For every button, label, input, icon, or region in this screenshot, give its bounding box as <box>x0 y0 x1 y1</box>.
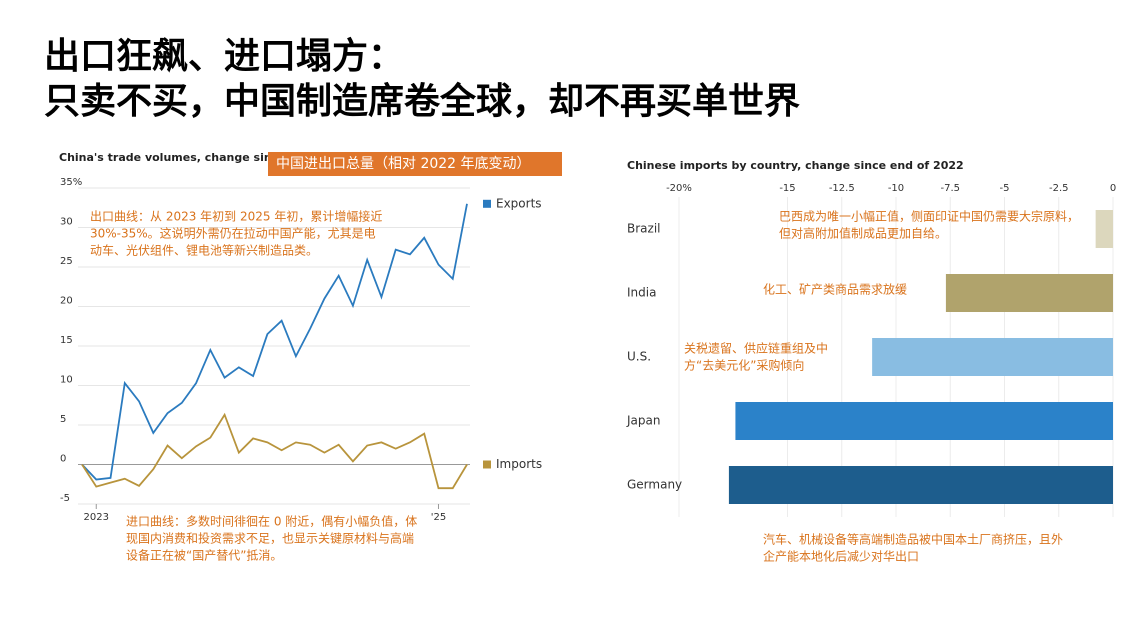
y-tick-label: 15 <box>60 335 73 346</box>
annotation: 方“去美元化”采购倾向 <box>684 358 804 373</box>
y-tick-label: 20 <box>60 296 73 307</box>
annotation: 动车、光伏组件、锂电池等新兴制造品类。 <box>90 243 318 258</box>
series-line <box>81 203 468 481</box>
series-line <box>81 412 468 490</box>
bar <box>735 402 1113 440</box>
annotation: 现国内消费和投资需求不足，也显示关键原材料与高端 <box>126 531 414 546</box>
annotation: 汽车、机械设备等高端制造品被中国本土厂商挤压，且外 <box>763 532 1063 547</box>
annotation: 出口曲线：从 2023 年初到 2025 年初，累计增幅接近 <box>90 209 382 224</box>
category-label: Germany <box>627 478 682 492</box>
headline: 出口狂飙、进口塌方： <box>44 36 404 77</box>
y-tick-label: -5 <box>60 493 70 504</box>
x-tick-label: 2023 <box>84 512 109 523</box>
bar <box>872 338 1113 376</box>
chart-title: China's trade volumes, change since end <box>59 151 313 164</box>
category-label: Japan <box>626 414 660 428</box>
annotation: 巴西成为唯一小幅正值，侧面印证中国仍需要大宗原料， <box>779 209 1079 224</box>
y-tick-label: 30 <box>60 217 73 228</box>
category-label: Brazil <box>627 222 661 236</box>
banner-bg <box>268 152 562 176</box>
x-tick-label: -7.5 <box>940 183 960 194</box>
legend-label: Exports <box>496 196 542 210</box>
x-tick-label: -5 <box>1000 183 1010 194</box>
bar <box>728 466 1113 504</box>
legend-swatch <box>483 460 491 469</box>
x-tick-label: -2.5 <box>1049 183 1069 194</box>
annotation: 化工、矿产类商品需求放缓 <box>763 282 907 297</box>
y-tick-label: 35% <box>60 177 82 188</box>
category-label: U.S. <box>627 350 651 364</box>
y-tick-label: 0 <box>60 454 66 465</box>
x-tick-label: -12.5 <box>829 183 855 194</box>
chart-title: Chinese imports by country, change since… <box>627 159 964 172</box>
legend-label: Imports <box>496 457 542 471</box>
bar <box>945 274 1113 312</box>
x-tick-label: -20% <box>666 183 692 194</box>
annotation: 关税遗留、供应链重组及中 <box>684 341 828 356</box>
x-tick-label: -15 <box>779 183 795 194</box>
annotation: 30%-35%。这说明外需仍在拉动中国产能，尤其是电 <box>90 226 376 241</box>
x-tick-label: -10 <box>888 183 904 194</box>
y-tick-label: 5 <box>60 414 66 425</box>
annotation: 设备正在被“国产替代”抵消。 <box>126 549 282 563</box>
x-tick-label: '25 <box>431 512 446 523</box>
annotation: 但对高附加值制成品更加自给。 <box>779 226 947 241</box>
legend-swatch <box>483 199 491 208</box>
annotation: 进口曲线：多数时间徘徊在 0 附近，偶有小幅负值，体 <box>126 514 417 529</box>
y-tick-label: 10 <box>60 375 73 386</box>
headline: 只卖不买，中国制造席卷全球，却不再买单世界 <box>44 80 800 122</box>
annotation: 企产能本地化后减少对华出口 <box>763 549 919 564</box>
category-label: India <box>627 286 656 300</box>
banner: 中国进出口总量（相对 2022 年底变动） <box>276 156 531 172</box>
x-tick-label: 0 <box>1110 183 1116 194</box>
y-tick-label: 25 <box>60 256 73 267</box>
bar <box>1095 210 1113 248</box>
